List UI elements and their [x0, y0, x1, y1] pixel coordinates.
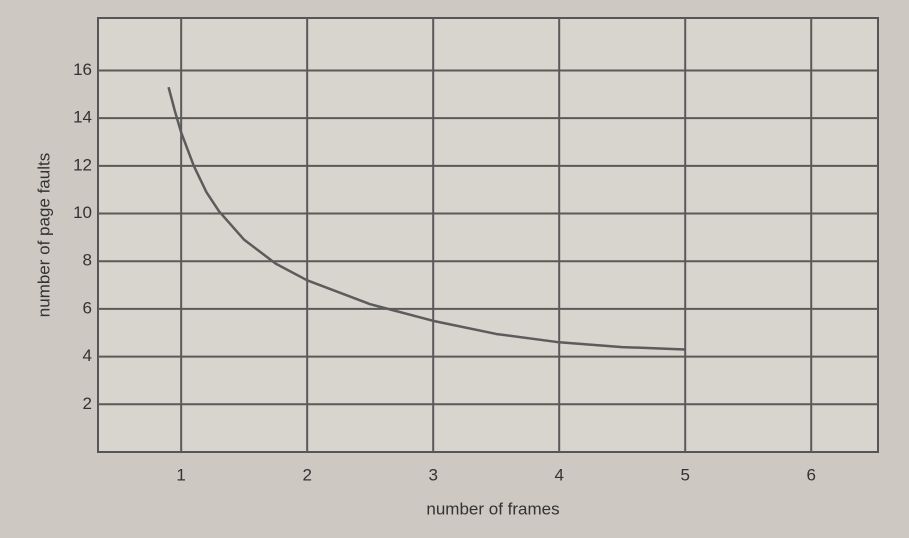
y-tick-label: 2: [83, 394, 92, 413]
y-tick-label: 14: [73, 108, 92, 127]
y-tick-label: 4: [83, 346, 92, 365]
x-axis-label: number of frames: [426, 499, 559, 518]
y-tick-label: 10: [73, 203, 92, 222]
y-tick-label: 8: [83, 251, 92, 270]
x-tick-label: 2: [302, 465, 311, 484]
plot-area: [97, 17, 879, 453]
y-axis-label: number of page faults: [34, 153, 53, 317]
y-tick-label: 16: [73, 60, 92, 79]
y-tick-label: 6: [83, 298, 92, 317]
x-tick-label: 1: [176, 465, 185, 484]
line: [167, 86, 686, 351]
x-tick-label: 5: [680, 465, 689, 484]
x-tick-label: 3: [428, 465, 437, 484]
x-tick-label: 6: [806, 465, 815, 484]
x-tick-label: 4: [554, 465, 563, 484]
y-tick-label: 12: [73, 155, 92, 174]
